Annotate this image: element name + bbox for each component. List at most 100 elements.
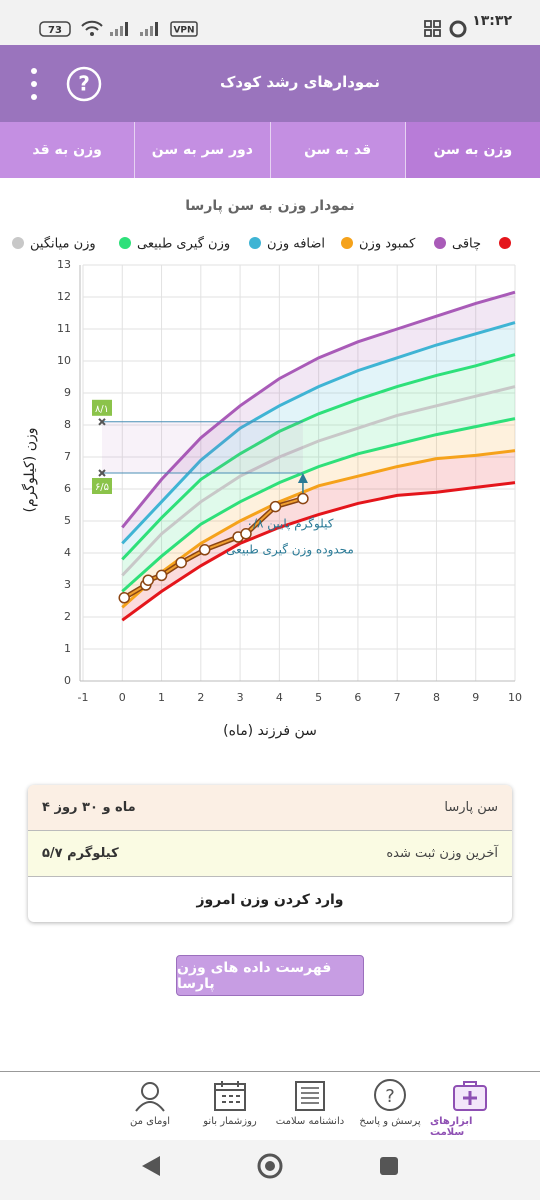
clock: ۱۳:۳۲ (472, 13, 512, 29)
legend-swatch (434, 237, 446, 249)
x-tick-label: 4 (276, 691, 283, 704)
battery-level: 73 (48, 25, 62, 36)
band (122, 292, 515, 544)
x-tick-label: 1 (158, 691, 165, 704)
battery (39, 21, 71, 37)
nav-label: اومای من (130, 1116, 170, 1127)
signal-2 (140, 22, 158, 36)
y-tick-label: 4 (64, 546, 71, 559)
nav-item[interactable]: ? پرسش و پاسخ (350, 1072, 430, 1139)
info-value: ۴ ماه و ۳۰ روز (42, 800, 136, 815)
measure-point (118, 592, 130, 604)
range-label: ۶/۵ (95, 482, 109, 493)
app-title: نمودارهای رشد کودک (219, 73, 380, 91)
x-tick-label: 10 (508, 691, 522, 704)
recents[interactable] (380, 1157, 398, 1175)
home-dot (265, 1161, 275, 1171)
series-line (121, 481, 516, 622)
y-tick-label: 6 (64, 482, 71, 495)
nav-item[interactable]: روزشمار بانو (190, 1072, 270, 1139)
y-tick-label: 8 (64, 418, 71, 431)
status-bar: ۱۳:۳۲ 73 VPN (0, 0, 540, 45)
measure-point (142, 574, 154, 586)
series-line (121, 290, 516, 529)
help[interactable] (66, 66, 102, 102)
tab[interactable]: وزن به سن (404, 122, 540, 178)
series-line (121, 385, 516, 577)
range-band (102, 421, 303, 473)
nav-icon (135, 1082, 165, 1112)
home[interactable] (257, 1153, 283, 1179)
tab[interactable]: وزن به قد (32, 142, 102, 158)
range-marker (98, 418, 106, 426)
info-value: ۵/۷ کیلوگرم (42, 846, 119, 861)
y-tick-label: 13 (57, 258, 71, 271)
x-tick-label: 6 (354, 691, 361, 704)
y-tick-label: 9 (64, 386, 71, 399)
x-tick-label: 7 (394, 691, 401, 704)
chart-title: نمودار وزن به سن پارسا (185, 198, 354, 214)
measure-point (269, 500, 282, 513)
y-tick-label: 2 (64, 610, 71, 623)
legend-label: اضافه وزن (267, 237, 325, 252)
info-label: سن پارسا (444, 800, 498, 815)
bottom-nav: ابزارهای سلامت ? پرسش و پاسخ دانشنامه سل… (0, 1071, 540, 1139)
legend-swatch (119, 237, 131, 249)
system-nav (0, 1140, 540, 1200)
nav-icon: ? (374, 1079, 406, 1111)
measure-point (297, 492, 309, 505)
legend-label: وزن گیری طبیعی (137, 236, 230, 252)
x-tick-label: 8 (433, 691, 440, 704)
measure-point (240, 528, 252, 540)
legend-swatch (249, 237, 261, 249)
nav-label: روزشمار بانو (203, 1116, 257, 1127)
y-axis-label: وزن (کیلوگرم) (21, 428, 38, 513)
nav-icon (295, 1081, 325, 1111)
grid-icon (424, 20, 441, 37)
series-line (121, 417, 516, 593)
list-button[interactable]: فهرست داده های وزن پارسا (176, 955, 364, 996)
y-tick-label: 10 (57, 354, 71, 367)
nav-item[interactable]: دانشنامه سلامت (270, 1072, 350, 1139)
signal-1 (110, 22, 128, 36)
x-axis-label: سن فرزند (ماه) (223, 723, 317, 739)
nav-label: ابزارهای سلامت (430, 1116, 473, 1138)
status-icons: 73 VPN (39, 20, 467, 38)
y-tick-label: 11 (57, 322, 71, 335)
dnd (449, 20, 467, 38)
band (122, 386, 515, 592)
legend-label: وزن میانگین (30, 236, 96, 252)
app-actions: ? (31, 66, 102, 102)
menu[interactable] (31, 68, 37, 100)
nav-label: دانشنامه سلامت (275, 1116, 345, 1127)
legend-label: چاقی (452, 237, 481, 252)
tab[interactable]: دور سر به سن (134, 122, 269, 178)
range-badge (92, 478, 112, 494)
system-buttons (142, 1153, 398, 1179)
app-bar: نمودارهای رشد کودک ? (0, 45, 540, 122)
measure-point (175, 556, 187, 569)
y-tick-label: 7 (64, 450, 71, 463)
note: محدوده وزن گیری طبیعی (226, 543, 354, 558)
y-tick-label: 1 (64, 642, 71, 655)
range-badge (92, 399, 112, 416)
series-line (121, 449, 516, 609)
vpn-box (170, 21, 198, 37)
legend-swatch (499, 237, 511, 249)
tab[interactable]: قد به سن (269, 122, 405, 178)
series-line (121, 321, 516, 545)
vpn: VPN (173, 26, 194, 36)
x-tick-label: 3 (237, 691, 244, 704)
nav-item[interactable]: ابزارهای سلامت (430, 1072, 510, 1139)
series-line (121, 353, 516, 561)
range-label: ۸/۱ (95, 404, 109, 415)
legend-swatch (12, 237, 24, 249)
info-card: سن پارسا ۴ ماه و ۳۰ روز آخرین وزن ثبت شد… (28, 785, 512, 922)
info-label: آخرین وزن ثبت شده (386, 846, 498, 861)
measure-point (198, 544, 211, 556)
back[interactable] (142, 1156, 160, 1176)
nav-item[interactable]: اومای من (110, 1072, 190, 1139)
range-marker (98, 469, 106, 477)
enter-weight[interactable]: وارد کردن وزن امروز (196, 891, 344, 908)
